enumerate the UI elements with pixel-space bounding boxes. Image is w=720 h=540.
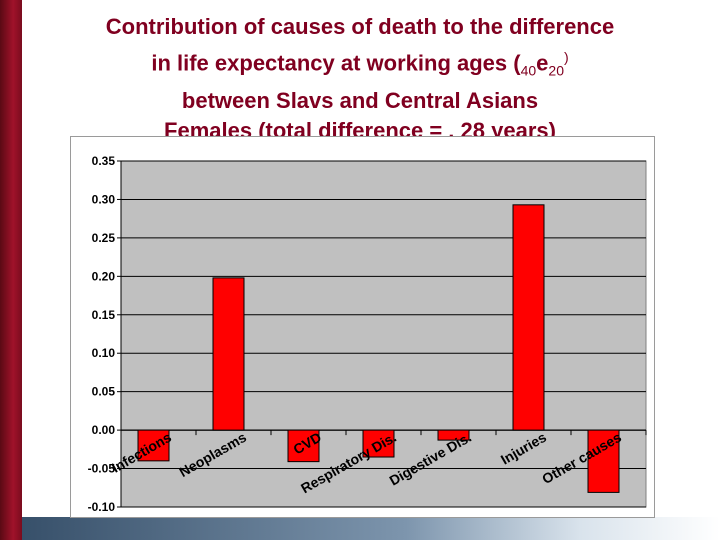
chart-title: Contribution of causes of death to the d… — [30, 12, 690, 146]
title-sub-20: 20 — [548, 62, 564, 79]
bottom-decor-strip — [22, 517, 720, 540]
y-tick-label: 0.05 — [92, 385, 116, 399]
title-sub-40: 40 — [520, 62, 537, 79]
y-tick-label: 0.20 — [92, 269, 116, 283]
y-tick-label: 0.25 — [92, 231, 116, 245]
y-tick-label: -0.05 — [88, 462, 116, 476]
bar-chart: -0.10 -0.05 0.00 0.05 0.10 0.15 0.20 0.25 0.30 0.… — [88, 154, 647, 514]
bar-1 — [212, 277, 245, 431]
title-line-1: Contribution of causes of death to the d… — [105, 14, 615, 39]
bar-6 — [587, 429, 620, 493]
y-tick-label: 0.15 — [92, 308, 116, 322]
bar-2 — [287, 429, 320, 463]
title-line-2-text: in life expectancy at working ages ( — [151, 50, 521, 76]
chart-area: -0.10 -0.05 0.00 0.05 0.10 0.15 0.20 0.25 0.30 0.… — [70, 136, 655, 518]
bar-5 — [512, 204, 545, 431]
y-tick-label: 0.10 — [92, 346, 116, 360]
title-e: e — [536, 50, 549, 76]
title-line-2: in life expectancy at working ages (40e2… — [30, 42, 690, 86]
title-line-3: between Slavs and Central Asians — [181, 87, 539, 113]
y-tick-label: -0.10 — [88, 500, 116, 514]
y-tick-label: 0.00 — [92, 423, 116, 437]
left-decor-bar — [0, 0, 22, 540]
bar-3 — [362, 429, 395, 458]
y-tick-label: 0.35 — [92, 154, 116, 168]
bar-0 — [137, 429, 170, 462]
y-tick-label: 0.30 — [92, 192, 116, 206]
title-sup-paren: ) — [563, 49, 569, 65]
bar-4 — [437, 429, 470, 441]
